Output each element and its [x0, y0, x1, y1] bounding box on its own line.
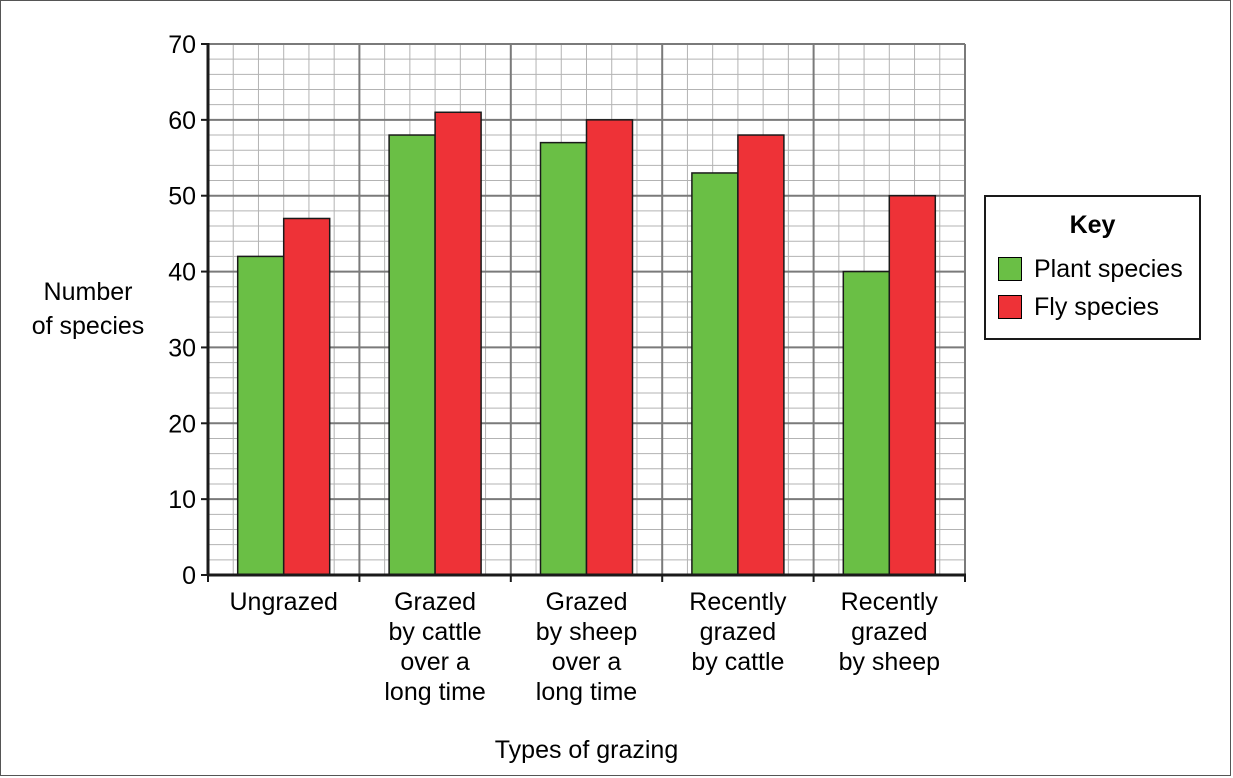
bar-plant-species-0 — [236, 255, 285, 576]
legend-swatch-fly-species — [998, 295, 1022, 319]
legend: Key Plant species Fly species — [984, 195, 1201, 340]
bar-fly-species-0 — [282, 217, 331, 576]
bar-plant-species-1 — [388, 134, 436, 576]
x-tick-label: Recently grazed by sheep — [839, 588, 940, 676]
x-axis-title: Types of grazing — [495, 736, 678, 764]
legend-item-fly-species: Fly species — [998, 292, 1159, 322]
legend-title: Key — [1069, 211, 1116, 239]
y-tick-label: 10 — [168, 486, 196, 514]
legend-label-plant-species: Plant species — [1034, 254, 1183, 283]
y-axis-title: Number of species — [32, 278, 145, 340]
x-tick-label: Grazed by cattle over a long time — [384, 588, 485, 706]
bar-fly-species-2 — [585, 119, 634, 576]
y-tick-label: 50 — [168, 183, 196, 211]
bar-fly-species-3 — [737, 134, 785, 576]
x-tick-label: Ungrazed — [229, 588, 337, 616]
bar-plant-species-3 — [691, 172, 739, 576]
bar-fly-species-1 — [434, 111, 482, 576]
bar-plant-species-2 — [539, 141, 588, 576]
bar-plant-species-4 — [842, 270, 891, 576]
x-tick-label: Recently grazed by cattle — [689, 588, 787, 676]
y-tick-label: 40 — [168, 259, 196, 287]
x-tick-label: Grazed by sheep over a long time — [536, 588, 637, 706]
y-tick-label: 60 — [168, 107, 196, 135]
legend-item-plant-species: Plant species — [998, 254, 1183, 284]
y-tick-label: 70 — [168, 31, 196, 59]
legend-label-fly-species: Fly species — [1034, 292, 1160, 321]
y-tick-label: 30 — [168, 334, 196, 362]
bar-fly-species-4 — [888, 194, 937, 576]
legend-swatch-plant-species — [998, 257, 1022, 281]
y-tick-label: 0 — [182, 562, 196, 590]
y-tick-label: 20 — [168, 410, 196, 438]
